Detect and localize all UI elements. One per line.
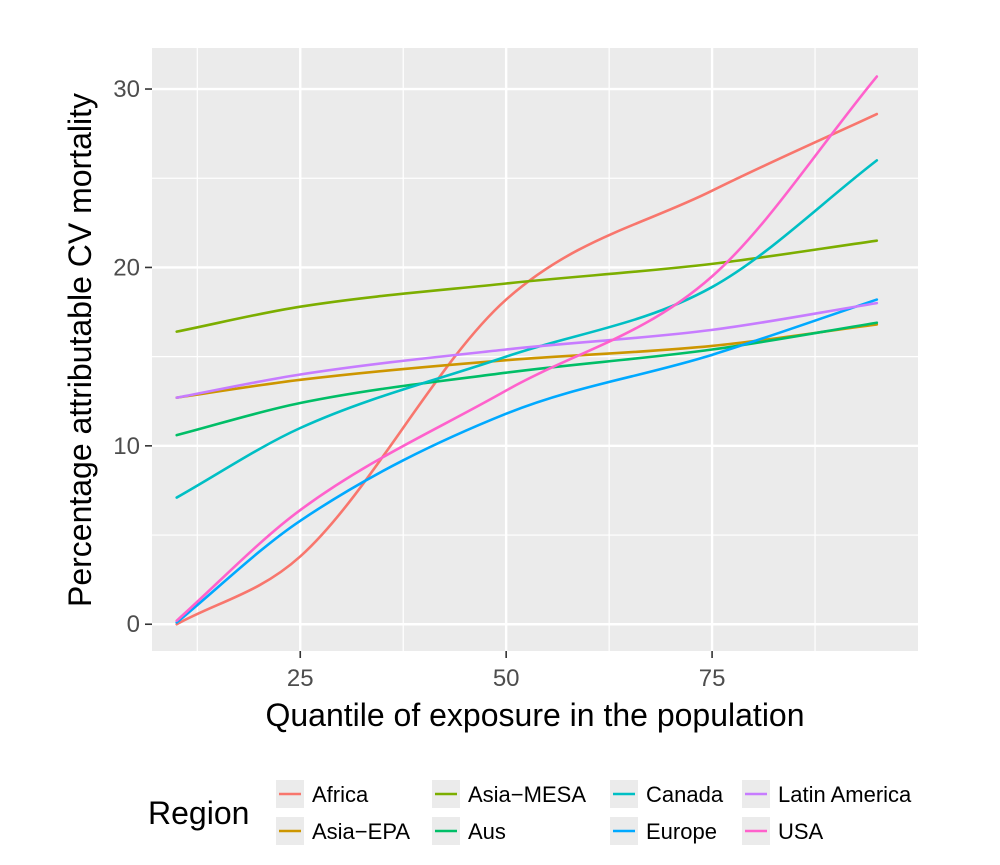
y-tick-label: 20 (113, 254, 140, 281)
x-tick-label: 75 (699, 665, 726, 692)
legend-title: Region (148, 795, 249, 831)
y-tick-label: 0 (127, 611, 140, 638)
x-tick-label: 25 (287, 665, 314, 692)
y-tick-label: 30 (113, 76, 140, 103)
series-line-aus (175, 321, 879, 437)
legend-label: Asia−EPA (312, 819, 410, 844)
series-line-usa (175, 75, 879, 622)
series-line-europe (175, 298, 879, 624)
y-tick-label: 10 (113, 433, 140, 460)
series-line-africa (175, 112, 879, 626)
legend-label: Africa (312, 782, 369, 807)
series-line-latin-america (175, 301, 879, 399)
series-lines (175, 75, 879, 626)
plot-panel (152, 48, 918, 651)
y-axis-title: Percentage attributable CV mortality (62, 93, 98, 607)
legend-label: Europe (646, 819, 717, 844)
legend-label: Asia−MESA (468, 782, 586, 807)
x-axis-ticks: 25 50 75 (287, 651, 726, 692)
legend-label: Latin America (778, 782, 912, 807)
legend: Region Africa Asia−EPA Asia−MESA Aus Canada E… (148, 780, 912, 845)
x-tick-label: 50 (493, 665, 520, 692)
x-axis-title: Quantile of exposure in the population (265, 697, 804, 733)
y-axis-ticks: 0 10 20 30 (113, 76, 152, 638)
legend-label: Canada (646, 782, 724, 807)
legend-label: Aus (468, 819, 506, 844)
series-line-canada (175, 159, 879, 499)
legend-label: USA (778, 819, 824, 844)
